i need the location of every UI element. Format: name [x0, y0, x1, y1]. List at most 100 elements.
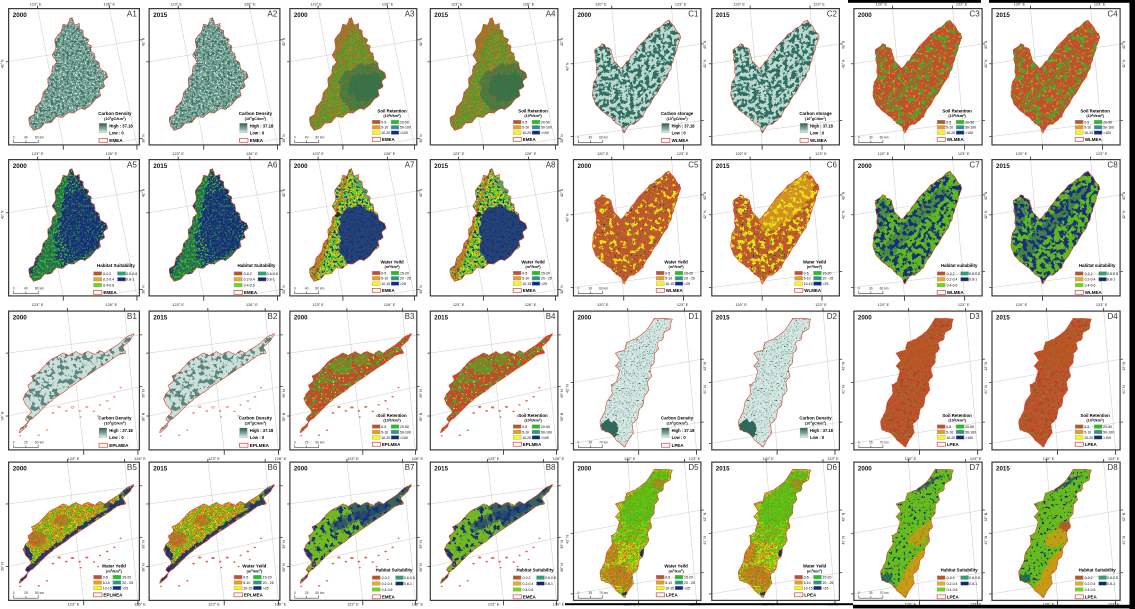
svg-text:10-20: 10-20 — [1084, 436, 1093, 440]
svg-text:43° N: 43° N — [841, 191, 845, 200]
svg-text:0.2-0.4: 0.2-0.4 — [1085, 582, 1096, 586]
svg-text:15-20: 15-20 — [823, 271, 832, 275]
svg-text:25: 25 — [305, 440, 309, 444]
svg-text:38° N: 38° N — [282, 412, 286, 421]
svg-text:40: 40 — [24, 136, 28, 140]
svg-text:126° E: 126° E — [106, 152, 118, 156]
svg-text:C2: C2 — [827, 9, 838, 18]
svg-text:5-10: 5-10 — [665, 277, 672, 281]
svg-text:123° E: 123° E — [970, 457, 982, 461]
svg-text:EMEA: EMEA — [103, 290, 117, 295]
svg-text:25: 25 — [305, 591, 309, 595]
svg-text:High : 37.18: High : 37.18 — [109, 123, 133, 128]
svg-text:EPLMEA: EPLMEA — [250, 443, 270, 448]
svg-text:>100: >100 — [965, 436, 973, 440]
svg-text:(104gC/km2): (104gC/km2) — [104, 116, 126, 121]
svg-text:2000: 2000 — [858, 163, 872, 170]
svg-text:D5: D5 — [688, 463, 699, 472]
svg-text:42° N: 42° N — [984, 210, 988, 219]
svg-text:123° E: 123° E — [1108, 457, 1120, 461]
svg-text:126° E: 126° E — [384, 303, 396, 307]
svg-text:43° N: 43° N — [1122, 191, 1126, 200]
svg-text:0-5: 0-5 — [946, 425, 951, 429]
svg-text:42° N: 42° N — [1122, 59, 1126, 68]
svg-text:5-10: 5-10 — [381, 277, 388, 281]
svg-text:(m3/km2): (m3/km2) — [247, 568, 263, 573]
svg-text:(104gC/km2): (104gC/km2) — [104, 420, 126, 425]
svg-text:42° N: 42° N — [142, 188, 146, 197]
svg-text:5-10: 5-10 — [381, 430, 388, 434]
svg-text:Soil Retention: Soil Retention — [942, 109, 972, 114]
svg-text:0-5: 0-5 — [946, 120, 951, 124]
svg-text:42° N: 42° N — [842, 361, 846, 370]
svg-text:EMEA: EMEA — [382, 137, 396, 142]
svg-text:10-15: 10-15 — [665, 282, 674, 286]
svg-text:0: 0 — [294, 136, 296, 140]
svg-text:123° E: 123° E — [488, 457, 500, 461]
svg-text:126° E: 126° E — [246, 303, 258, 307]
svg-text:0: 0 — [858, 287, 860, 291]
svg-text:38° N: 38° N — [142, 563, 146, 572]
svg-text:38° N: 38° N — [419, 134, 423, 143]
svg-text:20-50: 20-50 — [400, 120, 409, 124]
svg-text:LPEA: LPEA — [672, 443, 685, 448]
svg-text:120° E: 120° E — [735, 303, 747, 307]
svg-text:60 km: 60 km — [880, 136, 889, 140]
svg-text:126° E: 126° E — [106, 303, 118, 307]
svg-text:5-10: 5-10 — [804, 581, 811, 585]
svg-text:Soil Retention: Soil Retention — [942, 413, 972, 418]
svg-text:EPLMEA: EPLMEA — [244, 592, 264, 597]
svg-text:Low : 0: Low : 0 — [810, 130, 825, 135]
svg-text:38° N: 38° N — [282, 563, 286, 572]
svg-text:Soil Retention: Soil Retention — [518, 413, 548, 418]
svg-text:10-15: 10-15 — [804, 282, 813, 286]
svg-text:0-5: 0-5 — [522, 271, 527, 275]
svg-text:39° N: 39° N — [560, 540, 564, 549]
svg-text:120° E: 120° E — [735, 152, 747, 156]
svg-text:0.6-0.8: 0.6-0.8 — [1107, 272, 1118, 276]
svg-text:5-10: 5-10 — [522, 126, 529, 130]
svg-text:120° E: 120° E — [762, 457, 774, 461]
svg-text:(103t/km2): (103t/km2) — [383, 417, 401, 422]
svg-text:38° N: 38° N — [560, 285, 564, 294]
svg-text:42° N: 42° N — [1122, 361, 1126, 370]
svg-text:123° E: 123° E — [172, 152, 184, 156]
svg-text:30: 30 — [588, 136, 592, 140]
svg-text:5-10: 5-10 — [946, 430, 953, 434]
svg-text:42° N: 42° N — [841, 210, 845, 219]
svg-text:70 km: 70 km — [880, 440, 889, 444]
svg-text:120° E: 120° E — [1016, 152, 1028, 156]
svg-text:(m3/km2): (m3/km2) — [807, 568, 823, 573]
svg-text:20-50: 20-50 — [965, 425, 974, 429]
svg-text:43° N: 43° N — [984, 191, 988, 200]
svg-text:123° E: 123° E — [208, 456, 220, 461]
svg-text:A1: A1 — [127, 10, 138, 19]
svg-text:Soil Retention: Soil Retention — [1080, 109, 1110, 114]
svg-text:39° N: 39° N — [419, 389, 423, 398]
svg-text:WLMEA: WLMEA — [810, 138, 828, 143]
svg-text:80 km: 80 km — [315, 287, 324, 291]
svg-text:123° E: 123° E — [958, 152, 970, 156]
svg-text:15-20: 15-20 — [122, 576, 131, 580]
svg-text:80 km: 80 km — [35, 136, 44, 140]
svg-text:Carbon Density: Carbon Density — [661, 416, 694, 421]
svg-text:Low : 0: Low : 0 — [672, 435, 687, 440]
svg-text:126° E: 126° E — [275, 602, 287, 606]
svg-text:120° E: 120° E — [1043, 602, 1055, 606]
svg-text:>25: >25 — [263, 586, 269, 590]
svg-text:10-20: 10-20 — [381, 436, 390, 440]
svg-text:126° E: 126° E — [382, 2, 394, 6]
svg-text:30: 30 — [588, 287, 592, 291]
svg-text:20 - 25: 20 - 25 — [263, 581, 274, 585]
svg-text:43° N: 43° N — [984, 40, 988, 49]
svg-text:0-5: 0-5 — [103, 576, 108, 580]
svg-text:42° N: 42° N — [419, 188, 423, 197]
svg-text:126° E: 126° E — [246, 152, 258, 156]
svg-text:50-100: 50-100 — [400, 430, 411, 434]
svg-text:EMEA: EMEA — [523, 137, 537, 142]
svg-text:High : 37.18: High : 37.18 — [109, 428, 133, 433]
svg-text:2015: 2015 — [434, 163, 448, 170]
svg-text:2000: 2000 — [858, 12, 872, 19]
svg-text:Habitat Suitability: Habitat Suitability — [237, 263, 276, 268]
svg-text:10-15: 10-15 — [381, 282, 390, 286]
